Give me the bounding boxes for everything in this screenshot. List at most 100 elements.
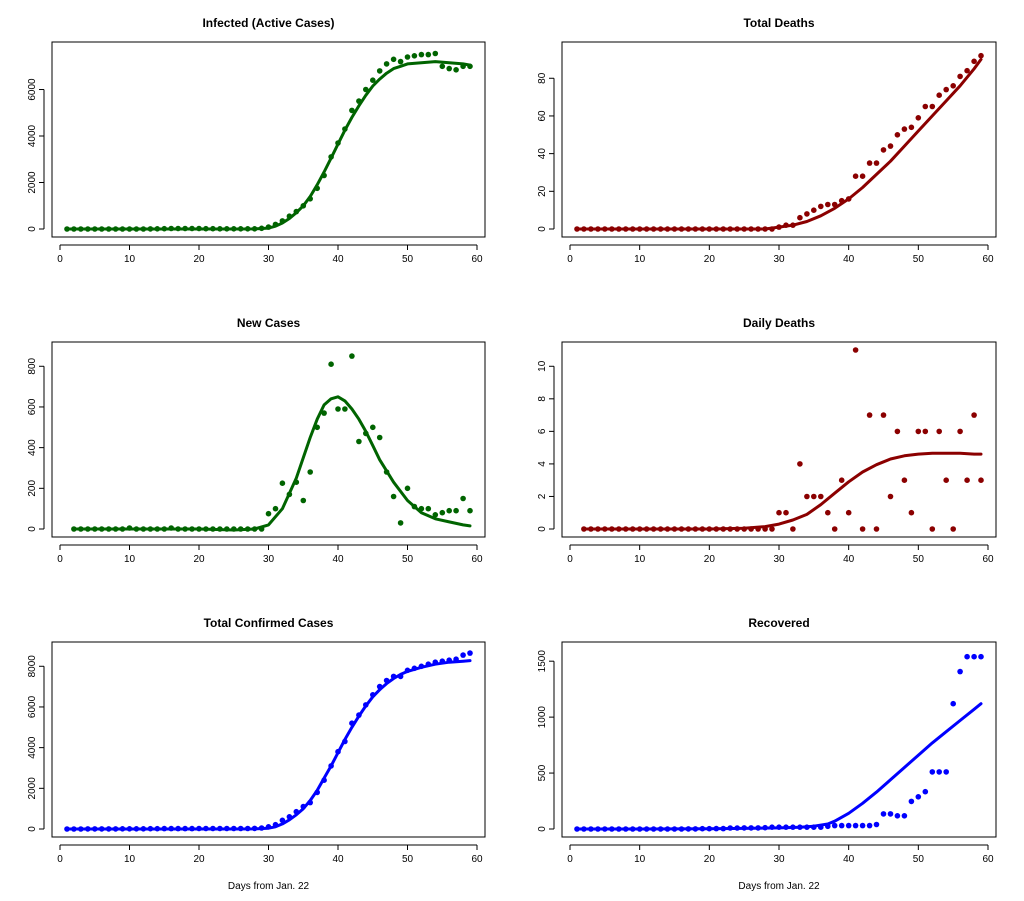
data-point	[439, 63, 446, 70]
x-tick-label: 60	[471, 854, 483, 865]
data-point	[279, 817, 286, 824]
data-point	[112, 526, 119, 532]
data-point	[217, 526, 223, 532]
x-tick-label: 10	[634, 554, 646, 565]
data-point	[175, 825, 181, 832]
x-tick-label: 20	[193, 254, 205, 265]
data-point	[286, 814, 293, 820]
data-point	[880, 811, 887, 817]
data-point	[356, 98, 362, 104]
data-point	[915, 115, 922, 121]
data-point	[978, 653, 984, 660]
data-point	[244, 825, 251, 832]
data-point	[797, 824, 803, 830]
data-point	[602, 526, 608, 532]
data-point	[734, 825, 740, 831]
data-point	[581, 826, 587, 832]
y-tick-label: 40	[537, 148, 548, 160]
data-point	[650, 526, 657, 532]
data-point	[418, 663, 425, 670]
data-point	[168, 525, 174, 531]
data-point	[182, 825, 188, 832]
data-point	[335, 406, 341, 412]
fit-line	[65, 659, 472, 831]
x-tick-label: 10	[124, 554, 136, 565]
data-point	[140, 826, 147, 832]
data-point	[397, 58, 404, 65]
x-tick-label: 30	[773, 554, 785, 565]
data-point	[950, 526, 956, 532]
data-point	[629, 226, 636, 232]
data-point	[210, 225, 216, 232]
data-point	[727, 825, 733, 831]
data-point	[664, 226, 671, 232]
x-tick-label: 0	[567, 854, 573, 865]
data-point	[804, 211, 810, 217]
data-point	[657, 226, 664, 232]
data-point	[307, 799, 314, 806]
data-point	[971, 412, 977, 418]
data-point	[957, 73, 963, 80]
data-point	[811, 493, 817, 500]
data-point	[425, 661, 432, 667]
data-point	[922, 428, 929, 435]
data-point	[411, 53, 418, 59]
data-point	[432, 659, 439, 665]
data-point	[390, 56, 397, 63]
data-point	[133, 826, 140, 832]
x-tick-label: 40	[332, 554, 344, 565]
data-point	[769, 226, 775, 232]
plot-frame	[51, 641, 486, 838]
data-point	[901, 477, 908, 484]
data-point	[887, 811, 894, 817]
plot-frame	[561, 41, 997, 238]
data-point	[741, 226, 747, 232]
data-point	[64, 226, 70, 232]
data-point	[307, 196, 314, 202]
data-point	[328, 763, 334, 769]
data-point	[217, 226, 223, 232]
data-point	[622, 226, 629, 232]
data-point	[894, 428, 901, 435]
x-tick-label: 40	[332, 254, 344, 265]
data-point	[595, 826, 601, 832]
fit-line	[65, 60, 472, 231]
data-point	[873, 160, 880, 166]
data-point	[279, 218, 286, 224]
data-point	[581, 226, 587, 232]
data-point	[678, 526, 685, 532]
data-point	[755, 825, 761, 831]
data-point	[922, 103, 929, 110]
data-point	[588, 826, 594, 832]
y-tick-label: 0	[537, 226, 548, 232]
x-tick-label: 0	[567, 254, 573, 265]
data-point	[797, 461, 803, 467]
data-point	[852, 173, 859, 179]
data-point	[901, 813, 908, 819]
data-point	[272, 821, 279, 828]
data-point	[210, 526, 216, 532]
y-tick-label: 0	[27, 526, 38, 532]
data-point	[258, 526, 265, 532]
data-point	[439, 509, 446, 516]
data-point	[328, 361, 334, 368]
data-point	[818, 203, 824, 210]
data-point	[943, 769, 949, 775]
data-point	[370, 424, 376, 431]
data-point	[866, 822, 873, 829]
data-point	[418, 505, 425, 512]
x-tick-label: 30	[263, 854, 275, 865]
y-tick-label: 4000	[27, 736, 38, 759]
data-point	[363, 430, 369, 437]
data-point	[175, 526, 181, 532]
data-point	[161, 825, 168, 832]
data-point	[342, 406, 348, 412]
data-point	[300, 203, 307, 209]
data-point	[811, 824, 817, 830]
data-point	[383, 469, 390, 475]
y-tick-label: 8	[537, 396, 548, 402]
data-point	[418, 51, 425, 58]
data-point	[231, 226, 237, 232]
data-point	[98, 226, 105, 232]
